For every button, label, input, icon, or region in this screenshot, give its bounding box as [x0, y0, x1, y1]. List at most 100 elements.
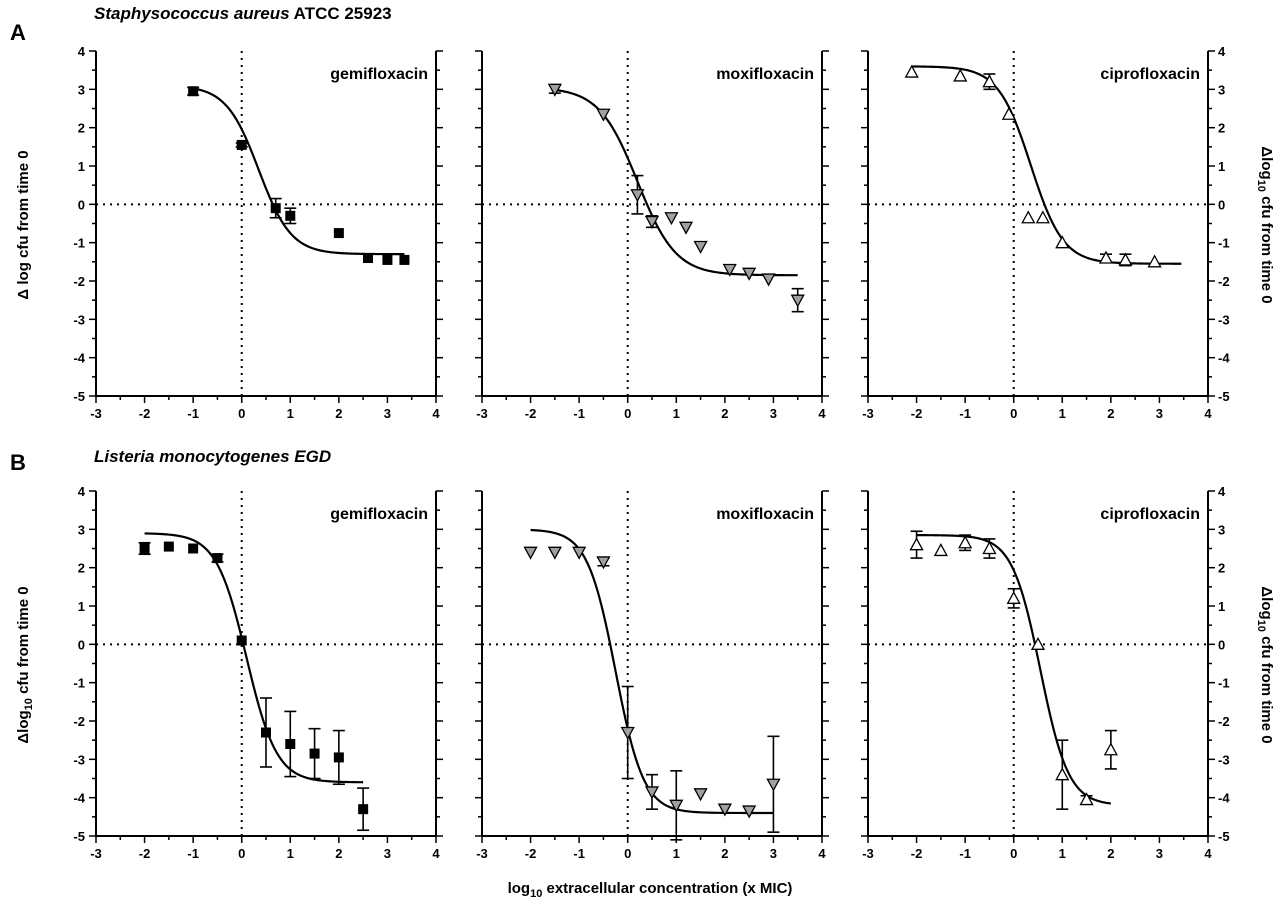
panel-b-3-xtick-label: 1: [1059, 846, 1066, 861]
panel-a-3-ytick-label-right: 3: [1218, 82, 1225, 97]
panel-a-2-data-point: [664, 212, 679, 226]
panel-b-3-ytick-label-right: -4: [1218, 791, 1230, 806]
row-b-right-ylabel-sub: 10: [1255, 620, 1267, 632]
panel-b-3-ytick-label-right: 3: [1218, 522, 1225, 537]
panel-a-1-data-point: [382, 254, 393, 265]
panel-a-1-ytick-label: 2: [78, 121, 85, 136]
x-axis-label-pre: log: [508, 880, 531, 897]
panel-a-1-drug-title: gemifloxacin: [330, 66, 428, 83]
panel-a-3-data-point: [904, 64, 919, 78]
panel-b-1-data-point: [163, 541, 174, 552]
panel-b-2-xtick-label: -2: [525, 846, 537, 861]
panel-a-2-data-point: [790, 294, 805, 308]
panel-a-3-data-point: [1147, 254, 1162, 268]
panel-a-3-xtick-label: -1: [959, 406, 971, 421]
panel-b-1-plot: -5 -4 -3 -2 -1 0 1 2 3 4 -3 -2 -1 0 1 2 3 4 gemifloxacin: [73, 484, 443, 861]
panel-a-2-plot: -3 -2 -1 0 1 2 3 4 moxifloxacin: [475, 50, 829, 421]
panel-a-1-ytick-label: -4: [73, 351, 85, 366]
panel-b-3-ytick-label-right: 2: [1218, 561, 1225, 576]
panel-a-2-xtick-label: -1: [573, 406, 585, 421]
panel-b-1-data-point: [333, 752, 344, 763]
panel-a-1-xtick-label: -3: [90, 406, 102, 421]
panel-b-1-xtick-label: -1: [187, 846, 199, 861]
panel-a-3-ytick-label-right: -2: [1218, 274, 1230, 289]
panel-b-2-xtick-label: 0: [624, 846, 631, 861]
panel-b-1-ytick-label: 0: [78, 637, 85, 652]
panel-a-3-ytick-label-right: -3: [1218, 312, 1230, 327]
panel-b-3-data-point: [909, 537, 924, 551]
panel-b-2-data-point: [717, 803, 732, 817]
panel-a-1-data-point: [236, 139, 247, 150]
panel-b-3-ytick-label-right: 4: [1218, 484, 1226, 499]
panel-a-3-ytick-label-right: -4: [1218, 351, 1230, 366]
panel-a-1-xtick-label: 2: [335, 406, 342, 421]
panel-b-3-xtick-label: -1: [959, 846, 971, 861]
panel-a-2-data-point: [742, 267, 757, 281]
panel-a-2-data-point: [722, 263, 737, 277]
panel-a-3-data-point: [1001, 106, 1016, 120]
row-b-left-ylabel-pre: Δlog: [15, 710, 32, 743]
panel-a-3-xtick-label: 4: [1204, 406, 1212, 421]
panel-b-3-xtick-label: -3: [862, 846, 874, 861]
panel-b-2-data-point: [572, 546, 587, 560]
panel-a-3-data-point: [1098, 250, 1114, 264]
panel-a-3-xtick-label: -2: [911, 406, 923, 421]
panel-b-2-data-point: [547, 546, 562, 560]
panel-b-1-drug-title: gemifloxacin: [330, 506, 428, 523]
panel-b-3-ytick-label-right: 0: [1218, 637, 1225, 652]
panel-a-2-drug-title: moxifloxacin: [716, 66, 814, 83]
panel-b-1-data-point: [285, 739, 296, 749]
panel-a-3-xtick-label: -3: [862, 406, 874, 421]
row-a-right-ylabel-post: cfu from time 0: [1258, 192, 1274, 304]
panel-a-2-xtick-label: -2: [525, 406, 537, 421]
panel-a-1-data-point: [270, 203, 281, 214]
panel-a-1-ytick-label: 0: [78, 197, 85, 212]
panel-b-1-data-point: [188, 543, 199, 554]
panel-b-1-xtick-label: 3: [384, 846, 391, 861]
panel-a-2-xtick-label: -3: [476, 406, 488, 421]
panel-a-3-fit-curve: [911, 65, 1182, 265]
panel-b-2-xtick-label: -3: [476, 846, 488, 861]
panel-b-3-fit-curve: [916, 534, 1112, 805]
panel-a-2-data-point: [678, 221, 694, 235]
panel-a-3-data-point: [1021, 210, 1036, 224]
panel-b-3-data-point: [1006, 590, 1021, 604]
panel-b-1-ytick-label: 2: [78, 561, 85, 576]
panel-b-1-ytick-label: -2: [73, 714, 85, 729]
panel-letter-a: A: [10, 20, 26, 45]
panel-b-2-data-point: [644, 786, 660, 800]
panel-a-1-xtick-label: -2: [139, 406, 151, 421]
row-b-right-ylabel-pre: Δlog: [1258, 586, 1274, 619]
panel-a-3-data-point: [1118, 252, 1133, 266]
organism-title-a-italic: Staphysococcus aureus: [94, 4, 290, 23]
panel-a-1-xtick-label: 3: [384, 406, 391, 421]
panel-a-3-data-point: [953, 68, 968, 82]
panel-a-2-xtick-label: 3: [770, 406, 777, 421]
panel-a-1-ytick-label: -2: [73, 274, 85, 289]
panel-a-3-xtick-label: 2: [1107, 406, 1114, 421]
panel-b-3-data-point: [1079, 792, 1094, 806]
panel-b-3-xtick-label: 4: [1204, 846, 1212, 861]
panel-a-1-xtick-label: -1: [187, 406, 199, 421]
panel-a-1-xtick-label: 4: [432, 406, 440, 421]
panel-b-2-xtick-label: -1: [573, 846, 585, 861]
panel-a-3-ytick-label-right: 1: [1218, 159, 1225, 174]
panel-b-3-xtick-label: 0: [1010, 846, 1017, 861]
panel-b-3-data-point: [958, 535, 973, 549]
panel-b-3-data-point: [1103, 742, 1118, 756]
panel-a-1-ytick-label: 1: [78, 159, 85, 174]
panel-b-2-data-point: [766, 778, 781, 792]
panel-a-1-data-point: [188, 86, 199, 97]
panel-b-1-fit-curve: [144, 532, 364, 784]
panel-a-1-fit-curve: [192, 87, 405, 256]
panel-a-1-plot: -5 -4 -3 -2 -1 0 1 2 3 4 -3 -2 -1 0 1 2 3 4 gemifloxacin: [73, 44, 443, 421]
panel-b-2-data-point: [523, 546, 538, 560]
panel-a-2-xtick-label: 4: [818, 406, 826, 421]
panel-a-2-data-point: [596, 108, 611, 122]
plots-layer: -5 -4 -3 -2 -1 0 1 2 3 4 -3 -2 -1 0 1 2 3 4 gemifloxacin -3…: [73, 44, 1230, 861]
panel-b-1-ytick-label: 3: [78, 522, 85, 537]
panel-a-1-data-point: [333, 228, 344, 239]
organism-title-b-italic: Listeria monocytogenes EGD: [94, 447, 331, 466]
panel-a-3-data-point: [1055, 235, 1070, 249]
panel-b-1-ytick-label: -4: [73, 791, 85, 806]
